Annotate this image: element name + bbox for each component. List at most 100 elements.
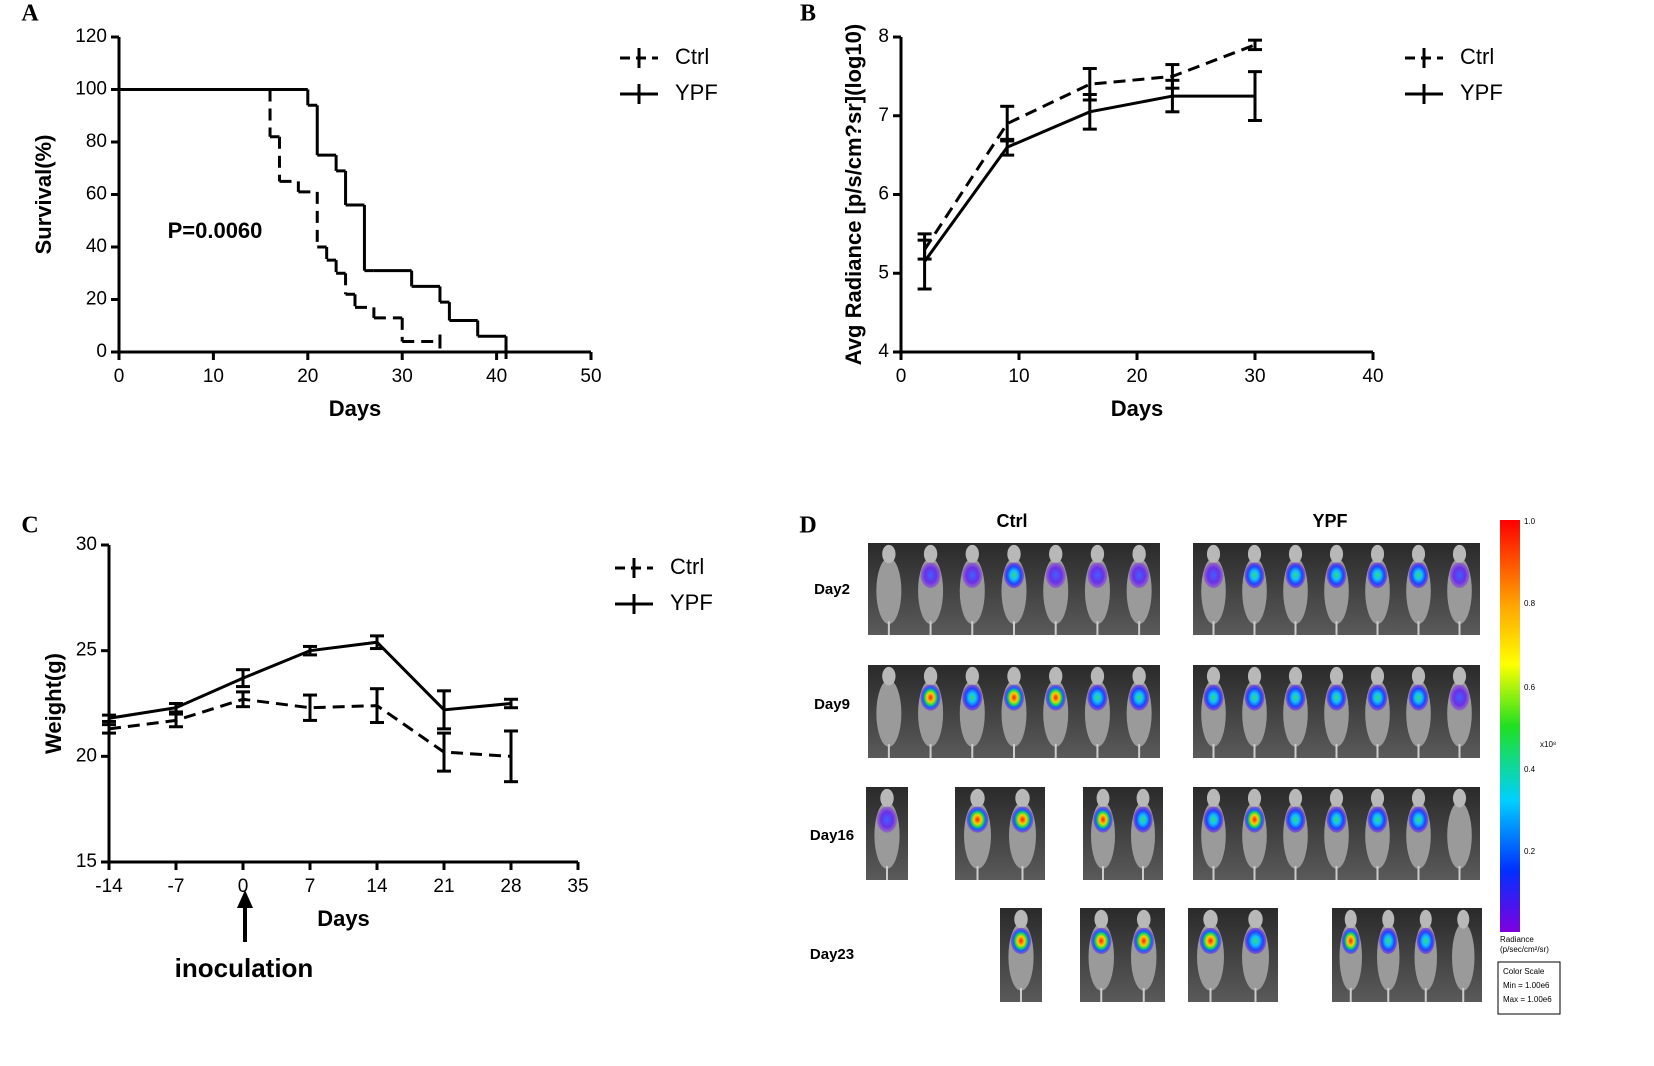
mouse-head [1452, 788, 1467, 808]
row-label: Day2 [814, 581, 850, 598]
signal [876, 806, 898, 833]
x-tick-label: 20 [297, 366, 318, 387]
error-bar [236, 690, 250, 709]
signal [1203, 562, 1224, 589]
signal [920, 562, 941, 589]
error-bar [1000, 137, 1015, 157]
error-bar [1000, 104, 1015, 143]
panel-letter: D [799, 513, 816, 539]
legend-label: YPF [670, 590, 713, 615]
x-tick-label: 30 [1244, 366, 1265, 387]
panel-letter: A [21, 1, 39, 27]
annotation: inoculation [175, 953, 314, 983]
signal [920, 684, 941, 711]
colorbar-tick-label: 0.2 [1524, 847, 1536, 856]
x-tick-label: 40 [1362, 366, 1383, 387]
y-tick-label: 8 [878, 26, 889, 47]
signal [1199, 927, 1222, 955]
annotation: P=0.0060 [168, 218, 263, 243]
signal [966, 806, 989, 833]
mouse-head [965, 666, 979, 686]
row-label: Day23 [810, 946, 854, 963]
x-tick-label: 0 [114, 366, 125, 387]
signal [1244, 806, 1265, 833]
mouse-head [880, 788, 894, 808]
signal [1129, 684, 1150, 711]
error-bar [437, 689, 451, 731]
signal [1011, 806, 1034, 833]
signal [1244, 562, 1265, 589]
signal [1129, 562, 1150, 589]
mouse-body [1452, 923, 1475, 991]
error-bar [504, 697, 518, 710]
mouse-head [1411, 788, 1426, 808]
mouse-head [1096, 788, 1110, 808]
error-bar [169, 712, 183, 729]
colorbar-unit: x10⁸ [1540, 740, 1556, 749]
x-tick-label: -7 [168, 876, 185, 897]
signal [1003, 562, 1025, 589]
mouse-head [1419, 909, 1432, 929]
signal [1244, 927, 1267, 955]
signal [1449, 684, 1470, 711]
color-scale-text: Color Scale [1503, 967, 1545, 976]
mouse-head [1132, 544, 1146, 564]
error-bar [370, 687, 384, 725]
x-tick-label: 30 [392, 366, 413, 387]
mouse-head [1015, 788, 1030, 808]
mouse-head [923, 666, 938, 686]
mouse-head [1248, 909, 1263, 929]
y-tick-label: 100 [75, 79, 107, 100]
y-tick-label: 40 [86, 236, 107, 257]
error-bar [303, 644, 317, 657]
legend-label: Ctrl [1460, 44, 1494, 69]
signal [1093, 806, 1113, 833]
error-bar [504, 729, 518, 784]
mouse-head [1411, 544, 1426, 564]
error-bar [370, 634, 384, 651]
x-tick-label: 14 [366, 876, 388, 897]
x-tick-label: 10 [203, 366, 224, 387]
row-label: Day16 [810, 827, 854, 844]
error-bar [102, 723, 116, 735]
error-bar [303, 693, 317, 722]
x-tick-label: 21 [433, 876, 454, 897]
color-scale-box [1497, 961, 1561, 1015]
group-label: YPF [1312, 511, 1347, 531]
signal [1244, 684, 1265, 711]
error-bar [437, 731, 451, 773]
signal [1285, 562, 1306, 589]
error-bar [1248, 38, 1262, 52]
mouse-head [1288, 788, 1303, 808]
mouse-head [882, 666, 896, 686]
mouse-head [882, 544, 896, 564]
series-line [923, 43, 1256, 251]
mouse-body [1447, 801, 1472, 869]
x-tick-label: 0 [896, 366, 907, 387]
mouse-head [1206, 788, 1221, 808]
mouse-head [1247, 666, 1262, 686]
x-tick-label: 40 [486, 366, 507, 387]
signal [1087, 562, 1108, 589]
mouse-head [1206, 666, 1221, 686]
signal [1091, 927, 1112, 955]
signal [1326, 684, 1347, 711]
mouse-head [1370, 544, 1385, 564]
mouse-head [1370, 788, 1385, 808]
colorbar-tick-label: 0.4 [1524, 765, 1536, 774]
mouse-head [1094, 909, 1109, 929]
signal [1203, 806, 1224, 833]
y-tick-label: 15 [76, 851, 97, 872]
x-tick-label: 50 [580, 366, 601, 387]
mouse-head [970, 788, 985, 808]
panel-letter: C [21, 513, 38, 539]
mouse-head [1329, 788, 1344, 808]
signal [1326, 562, 1347, 589]
y-tick-label: 60 [86, 184, 107, 205]
mouse-head [1014, 909, 1028, 929]
mouse-head [1411, 666, 1426, 686]
error-bar [102, 713, 116, 723]
mouse-body [876, 679, 902, 747]
mouse-head [1136, 909, 1151, 929]
colorbar-tick-label: 1.0 [1524, 517, 1536, 526]
